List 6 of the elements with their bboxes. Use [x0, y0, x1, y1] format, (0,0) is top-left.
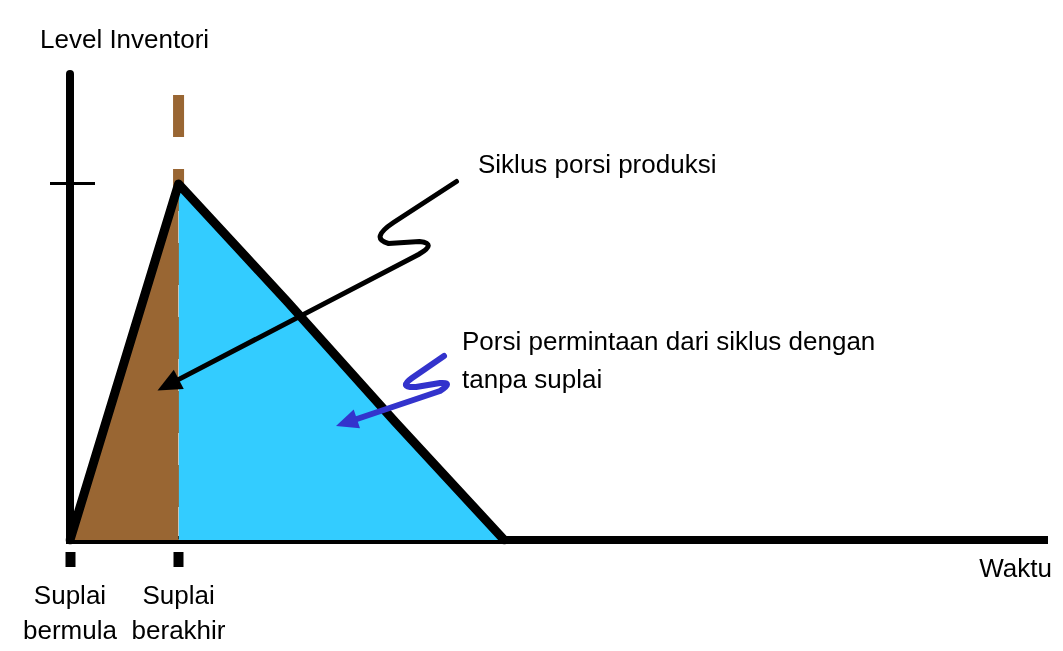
- x-axis-title: Waktu: [979, 553, 1052, 583]
- annotation: Porsi permintaan dari siklus dengan tanpa suplai: [462, 326, 876, 394]
- text: Siklus porsi produksi: [478, 149, 717, 179]
- x-tick-label: Suplai bermula: [23, 579, 118, 645]
- y-axis-title: Level Inventori: [40, 24, 210, 54]
- x-tick-label: Suplai berakhir: [131, 579, 226, 645]
